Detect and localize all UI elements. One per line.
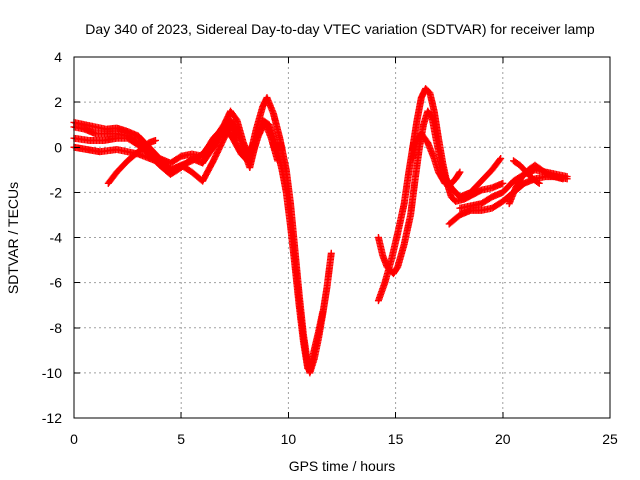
data-point <box>151 136 159 144</box>
x-tick-label: 10 <box>281 431 297 447</box>
data-point <box>535 179 543 187</box>
series-track-e <box>104 136 159 187</box>
x-tick-label: 15 <box>388 431 404 447</box>
data-point <box>534 178 542 186</box>
y-tick-label: -10 <box>42 365 62 381</box>
data-point <box>274 157 282 165</box>
series-track-d <box>70 121 241 185</box>
axis-ticks: 0 5 10 15 20 25 -12 -10 -8 -6 -4 -2 0 2 4 <box>42 49 618 447</box>
data-series <box>70 85 571 377</box>
data-point <box>559 175 567 183</box>
data-point <box>497 155 505 163</box>
y-tick-label: -2 <box>50 184 63 200</box>
data-point <box>496 156 504 164</box>
y-tick-label: 0 <box>54 139 62 155</box>
y-tick-label: -12 <box>42 410 62 426</box>
y-tick-label: 4 <box>54 49 62 65</box>
y-tick-label: -6 <box>50 275 63 291</box>
data-point <box>327 249 335 257</box>
x-axis-label: GPS time / hours <box>289 458 396 474</box>
y-tick-label: 2 <box>54 94 62 110</box>
x-tick-label: 20 <box>495 431 511 447</box>
x-tick-label: 25 <box>602 431 618 447</box>
data-point <box>563 173 571 181</box>
data-point <box>456 168 464 176</box>
data-point <box>499 179 507 187</box>
data-point <box>319 308 327 316</box>
grid <box>74 57 610 418</box>
x-tick-label: 5 <box>177 431 185 447</box>
x-tick-label: 0 <box>70 431 78 447</box>
data-point <box>455 169 463 177</box>
y-tick-label: -4 <box>50 230 63 246</box>
chart-title: Day 340 of 2023, Sidereal Day-to-day VTE… <box>85 21 595 37</box>
y-axis-label: SDTVAR / TECUs <box>5 182 21 294</box>
data-point <box>233 136 241 144</box>
series-track-l <box>510 157 543 187</box>
y-tick-label: -8 <box>50 320 63 336</box>
series-track-g <box>374 85 507 305</box>
series-track-h <box>409 130 464 190</box>
